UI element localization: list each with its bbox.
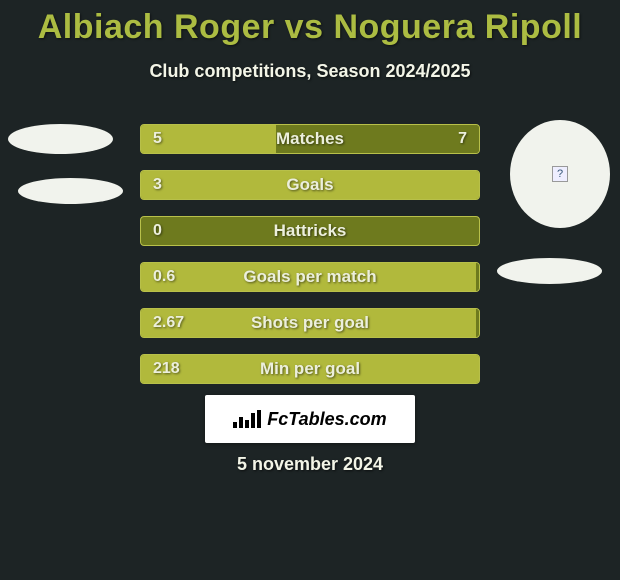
- stat-row: Goals3: [140, 170, 480, 200]
- stat-value-left: 2.67: [153, 309, 184, 337]
- avatar-right-circle: ?: [510, 120, 610, 228]
- stat-row: Goals per match0.6: [140, 262, 480, 292]
- stat-value-left: 0.6: [153, 263, 175, 291]
- stat-value-left: 0: [153, 217, 162, 245]
- badge-text-light: .com: [345, 409, 387, 429]
- avatar-left-ellipse-1: [8, 124, 113, 154]
- stat-fill-right: [476, 263, 479, 291]
- badge-text-bold: FcTables: [267, 409, 344, 429]
- stat-fill-left: [141, 355, 479, 383]
- stat-value-left: 3: [153, 171, 162, 199]
- stat-fill-right: [276, 125, 479, 153]
- subtitle: Club competitions, Season 2024/2025: [0, 61, 620, 82]
- badge-text: FcTables.com: [267, 409, 386, 430]
- comparison-card: Albiach Roger vs Noguera Ripoll Club com…: [0, 0, 620, 580]
- stat-value-left: 218: [153, 355, 180, 383]
- stat-row: Matches57: [140, 124, 480, 154]
- avatar-left-ellipse-2: [18, 178, 123, 204]
- stat-bars: Matches57Goals3Hattricks0Goals per match…: [140, 124, 480, 400]
- stat-fill-left: [141, 171, 479, 199]
- stat-fill-right: [476, 309, 479, 337]
- stat-label: Hattricks: [141, 217, 479, 245]
- stat-row: Shots per goal2.67: [140, 308, 480, 338]
- stat-row: Min per goal218: [140, 354, 480, 384]
- avatar-right-ellipse: [497, 258, 602, 284]
- image-placeholder-icon: ?: [552, 166, 568, 182]
- page-title: Albiach Roger vs Noguera Ripoll: [0, 0, 620, 47]
- stat-value-left: 5: [153, 125, 162, 153]
- stat-row: Hattricks0: [140, 216, 480, 246]
- stat-fill-left: [141, 309, 476, 337]
- date-text: 5 november 2024: [0, 454, 620, 475]
- stat-value-right: 7: [458, 125, 467, 153]
- source-badge: FcTables.com: [205, 395, 415, 443]
- stat-fill-left: [141, 263, 476, 291]
- bars-icon: [233, 410, 261, 428]
